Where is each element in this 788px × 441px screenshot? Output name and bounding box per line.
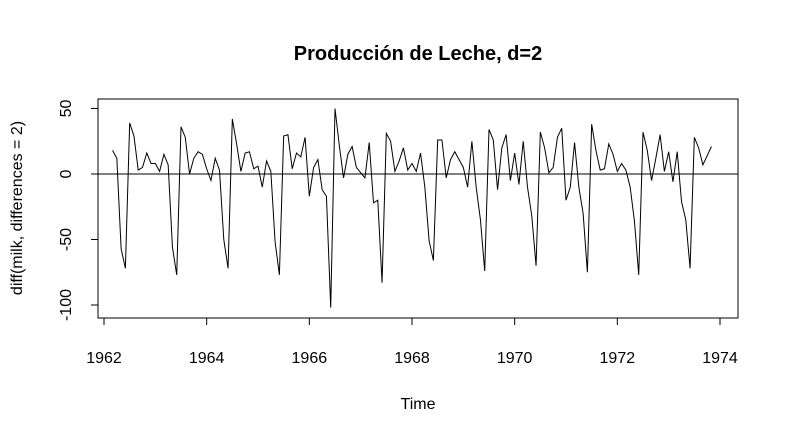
x-tick-label: 1974 <box>702 350 738 367</box>
x-tick-label: 1972 <box>600 350 636 367</box>
series-line <box>112 108 712 308</box>
x-tick-label: 1964 <box>189 350 225 367</box>
x-axis-label: Time <box>401 396 436 413</box>
y-tick-label: -50 <box>58 228 75 251</box>
x-tick-label: 1962 <box>86 350 122 367</box>
y-axis-label: diff(milk, differences = 2) <box>9 121 26 295</box>
y-axis: -100 -50 0 50 <box>58 100 99 321</box>
y-tick-label: 0 <box>58 169 75 178</box>
x-tick-label: 1970 <box>497 350 533 367</box>
y-tick-label: -100 <box>58 289 75 321</box>
chart-title: Producción de Leche, d=2 <box>294 43 542 65</box>
x-tick-label: 1966 <box>292 350 328 367</box>
y-tick-label: 50 <box>58 100 75 118</box>
x-tick-label: 1968 <box>394 350 430 367</box>
x-axis: 1962 1964 1966 1968 1970 1972 1974 <box>86 317 738 367</box>
